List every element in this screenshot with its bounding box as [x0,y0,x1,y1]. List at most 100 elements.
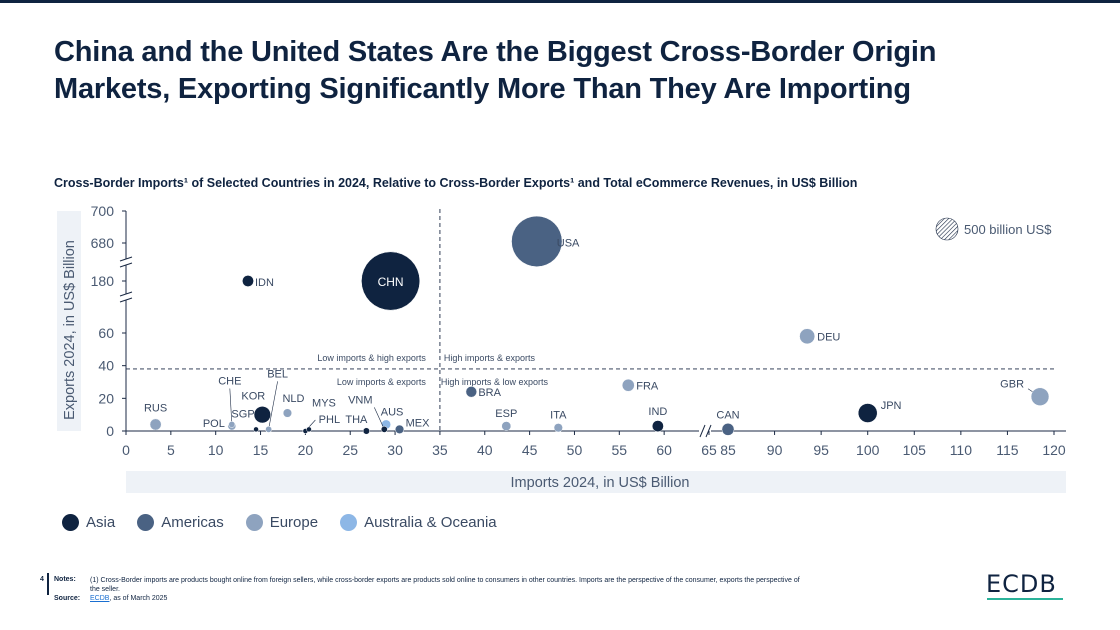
y-tick-label: 40 [98,358,114,374]
bubble-label-fra: FRA [636,380,659,392]
x-tick-label: 115 [996,442,1019,458]
bubble-label-bra: BRA [478,387,501,399]
quadrant-label-bottom-right: High imports & low exports [441,377,549,387]
legend-item-americas: Americas [137,514,224,531]
legend-label-oceania: Australia & Oceania [364,514,497,531]
bubble-label-vnm: VNM [348,394,372,406]
x-axis-break-mark [699,424,706,438]
y-tick-label: 60 [98,325,114,341]
leader-line-vnm [374,407,385,430]
bubble-label-rus: RUS [144,402,167,414]
size-legend-circle [935,217,959,241]
ecdb-logo: ECDB [986,570,1057,598]
page-number: 4 [40,576,44,583]
bubble-label-tha: THA [345,414,368,426]
legend-item-europe: Europe [245,514,319,531]
bubble-label-usa: USA [557,237,580,249]
y-axis-break-mark [119,262,133,268]
x-tick-label: 20 [298,442,314,458]
bubble-nld [282,408,293,418]
x-tick-label: 60 [656,442,672,458]
bubble-che [228,421,236,428]
x-tick-label: 85 [720,442,736,458]
legend-label-europe: Europe [269,514,319,531]
source-suffix: , as of March 2025 [109,595,168,602]
bubble-label-chn: CHN [378,275,404,289]
x-tick-label: 30 [387,442,403,458]
notes-label: Notes: [54,576,76,583]
x-tick-label: 50 [567,442,583,458]
x-axis-title: Imports 2024, in US$ Billion [511,475,690,491]
bubble-mex [394,424,405,434]
x-tick-label: 110 [950,442,973,458]
chart-subtitle: Cross-Border Imports¹ of Selected Countr… [54,176,858,190]
y-axis-title-band [57,211,81,431]
bubble-jpn [857,403,878,423]
bubble-label-bel: BEL [267,368,288,380]
bubble-label-ind: IND [648,406,667,418]
bubble-esp [501,421,512,431]
y-axis-break-mark [119,256,133,262]
x-axis-break-gap [699,428,711,434]
y-tick-label: 700 [91,203,115,219]
bubble-gbr [1030,387,1050,406]
bubble-label-idn: IDN [255,277,274,289]
bubble-mys [306,426,312,433]
x-tick-label: 120 [1042,442,1066,458]
bubble-label-esp: ESP [495,408,517,420]
x-tick-label: 5 [167,442,175,458]
x-tick-label: 10 [208,442,224,458]
bubble-label-deu: DEU [817,331,840,343]
x-tick-label: 95 [813,442,829,458]
source-link[interactable]: ECDB [90,595,110,602]
size-legend-label: 500 billion US$ [964,222,1052,237]
bubble-can [721,423,735,436]
x-tick-label: 25 [342,442,358,458]
quadrant-label-top-right: High imports & exports [444,353,536,363]
legend-dot-americas [137,514,155,531]
x-tick-label: 90 [767,442,783,458]
x-tick-label: 55 [612,442,628,458]
x-tick-label: 40 [477,442,493,458]
top-accent-bar [0,0,1120,3]
y-axis-title: Exports 2024, in US$ Billion [62,240,78,420]
y-tick-label: 0 [106,423,114,439]
legend-label-asia: Asia [86,514,116,531]
bubble-label-nld: NLD [282,393,304,405]
page-title: China and the United States Are the Bigg… [54,36,937,105]
bubble-label-sgp: SGP [231,408,254,420]
bubble-kor [253,406,271,424]
bubble-rus [149,418,162,431]
bubble-label-aus: AUS [381,406,404,418]
bubble-label-che: CHE [218,375,241,387]
legend-item-oceania: Australia & Oceania [340,514,497,531]
bubble-label-kor: KOR [241,391,265,403]
leader-line-bel [268,381,278,430]
y-axis-break-gap [120,259,132,265]
y-axis-break-mark [119,291,133,297]
x-tick-label: 100 [856,442,880,458]
bubble-deu [799,328,816,345]
y-tick-label: 680 [91,235,115,251]
x-tick-label: 65 [701,442,717,458]
bubble-label-gbr: GBR [1000,379,1024,391]
bubble-label-mys: MYS [312,397,336,409]
bubble-label-ita: ITA [550,410,567,422]
y-tick-label: 20 [98,390,114,406]
x-tick-label: 105 [903,442,927,458]
quadrant-label-top-left: Low imports & high exports [317,353,426,363]
legend-label-americas: Americas [161,514,224,531]
bubble-bel [265,426,272,433]
y-axis-break-gap [120,294,132,300]
bubble-chn [361,251,421,311]
logo-underline [987,598,1063,600]
source-text: ECDB, as of March 2025 [90,595,167,602]
x-tick-label: 45 [522,442,538,458]
bubble-label-can: CAN [716,409,739,421]
legend-item-asia: Asia [62,514,115,531]
y-axis-break-mark [119,297,133,303]
bubble-tha [362,427,370,435]
bubble-idn [242,275,254,287]
region-legend: Asia Americas Europe Australia & Oceania [62,514,497,531]
